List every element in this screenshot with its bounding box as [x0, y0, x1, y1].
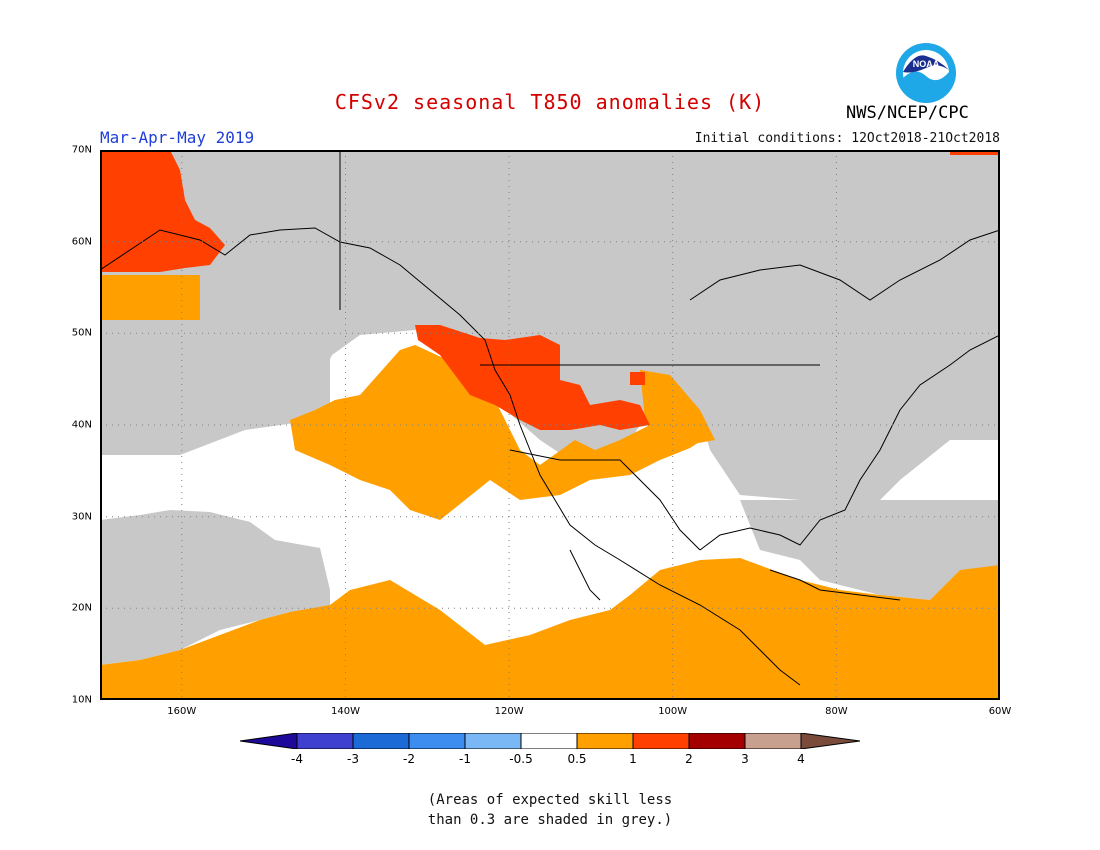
colorbar-segment	[520, 733, 578, 749]
lat-label: 60N	[71, 236, 92, 248]
colorbar-label: -2	[403, 752, 415, 766]
colorbar-label: 2	[685, 752, 693, 766]
colorbar-segment	[744, 733, 802, 749]
lat-label: 70N	[71, 144, 92, 156]
lon-label: 160W	[167, 706, 197, 717]
map-frame	[100, 150, 1000, 700]
colorbar-label: 1	[629, 752, 637, 766]
agency-label: NWS/NCEP/CPC	[846, 103, 969, 123]
lon-label: 140W	[331, 706, 360, 717]
colorbar-label: -0.5	[509, 752, 533, 766]
lon-label: 100W	[658, 706, 688, 717]
colorbar-segment	[240, 733, 298, 749]
season-label: Mar-Apr-May 2019	[100, 128, 255, 147]
skill-note-line: (Areas of expected skill less	[427, 792, 673, 808]
noaa-logo: NOAA	[896, 43, 956, 103]
colorbar-segment	[464, 733, 522, 749]
lat-label: 50N	[71, 327, 92, 339]
anomaly-map	[100, 150, 1000, 700]
lon-label: 80W	[825, 706, 848, 717]
lat-label: 40N	[71, 419, 92, 431]
colorbar-label: 3	[741, 752, 749, 766]
skill-note: (Areas of expected skill less than 0.3 a…	[0, 790, 1100, 830]
colorbar-segment	[296, 733, 354, 749]
colorbar-label: -4	[291, 752, 303, 766]
map-title: CFSv2 seasonal T850 anomalies (K)	[334, 90, 766, 114]
coastlines	[100, 150, 1000, 686]
colorbar	[240, 733, 860, 749]
colorbar-label: 0.5	[567, 752, 587, 766]
lat-label: 20N	[71, 602, 92, 614]
colorbar-label: 4	[797, 752, 805, 766]
gridlines	[100, 150, 1000, 700]
skill-note-line: than 0.3 are shaded in grey.)	[427, 812, 673, 828]
lon-label: 120W	[494, 706, 524, 717]
logo-text: NOAA	[913, 59, 940, 69]
lon-label: 60W	[988, 706, 1012, 717]
colorbar-label: -1	[459, 752, 471, 766]
colorbar-segment	[408, 733, 466, 749]
colorbar-segment	[688, 733, 746, 749]
colorbar-segment	[352, 733, 410, 749]
colorbar-segment	[632, 733, 690, 749]
colorbar-segment	[800, 733, 860, 749]
initial-conditions-label: Initial conditions: 12Oct2018-21Oct2018	[694, 131, 1000, 146]
lat-label: 10N	[71, 694, 92, 706]
colorbar-label: -3	[347, 752, 359, 766]
lat-label: 30N	[71, 511, 92, 523]
colorbar-segment	[576, 733, 634, 749]
